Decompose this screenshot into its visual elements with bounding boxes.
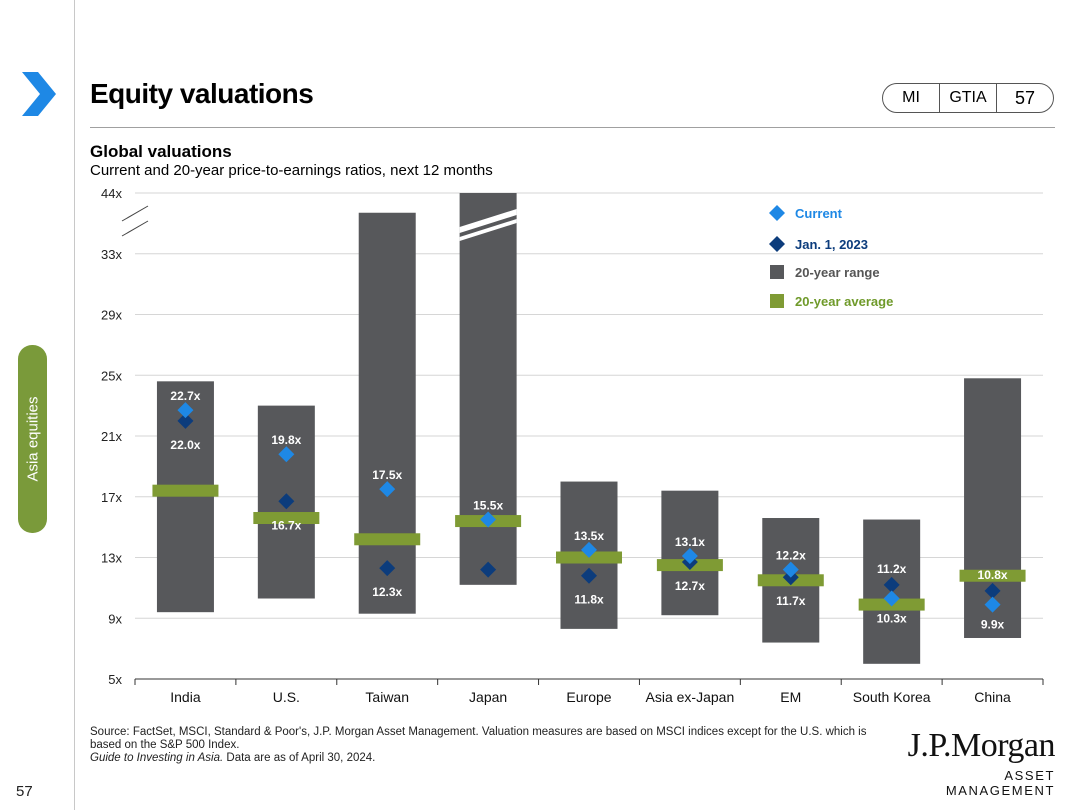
current-value-label: 9.9x [981,618,1005,632]
y-tick-label: 9x [108,611,122,626]
jan-2023-value-label: 12.3x [372,585,402,599]
y-tick-label: 33x [101,247,122,262]
title-divider [90,127,1055,128]
current-point [278,446,295,463]
jan-2023-value-label: 12.7x [675,579,705,593]
current-value-label: 13.5x [574,529,604,543]
current-point [984,596,1001,613]
range-bar [358,212,416,614]
legend-swatch [770,294,784,308]
jan-2023-value-label: 22.0x [170,438,200,452]
legend-swatch [770,265,784,279]
current-value-label: 12.2x [776,549,806,563]
y-tick-label: 44x [101,186,122,201]
page-title: Equity valuations [90,78,314,109]
jan-2023-point [278,493,295,510]
jan-2023-value-label: 11.2x [877,562,907,576]
bar-break-mark [459,219,517,241]
legend-label: 20-year average [795,294,893,309]
axis-break-mark [121,220,149,237]
y-tick-label: 17x [101,490,122,505]
jan-2023-point [984,582,1001,599]
current-value-label: 22.7x [170,389,200,403]
x-tick-label: Taiwan [365,689,409,705]
y-tick-label: 29x [101,308,122,323]
average-marker [354,533,421,546]
chart-subtitle: Current and 20-year price-to-earnings ra… [90,162,493,179]
tag-mi[interactable]: MI [902,89,920,106]
y-tick-label: 25x [101,368,122,383]
chart-title: Global valuations [90,142,232,161]
page-tag-pill: MI GTIA 57 [882,83,1054,113]
logo-wordmark: J.P.Morgan [907,727,1056,764]
x-tick-label: India [170,689,201,705]
bar-break-mark [459,209,517,233]
legend-label: Current [795,206,843,221]
x-tick-label: South Korea [853,689,931,705]
y-tick-label: 5x [108,672,122,687]
x-tick-label: Europe [566,689,611,705]
footnote: Source: FactSet, MSCI, Standard & Poor's… [90,726,890,765]
current-point [883,590,900,607]
jan-2023-point [883,576,900,593]
x-tick-label: Asia ex-Japan [646,689,735,705]
tag-gtia[interactable]: GTIA [939,84,996,112]
average-marker [253,512,320,525]
current-point [782,561,799,578]
x-tick-label: China [974,689,1011,705]
current-value-label: 15.5x [473,499,503,513]
tag-page: 57 [996,84,1053,112]
current-value-label: 13.1x [675,535,705,549]
brand-chevron-icon [22,72,56,116]
jan-2023-value-label: 12.2x [473,587,503,601]
jan-2023-value-label: 10.8x [978,568,1008,582]
average-marker [959,569,1026,582]
legend-label: Jan. 1, 2023 [795,237,868,252]
legend-swatch [769,205,785,221]
current-point [379,481,396,498]
logo-subtitle: ASSET MANAGEMENT [945,768,1055,798]
jan-2023-point [581,567,597,584]
date-note: Guide to Investing in Asia. Data are as … [90,752,890,765]
jpmorgan-logo: J.P.Morgan ASSET MANAGEMENT [905,727,1056,799]
page-number: 57 [16,783,33,800]
source-note: Source: FactSet, MSCI, Standard & Poor's… [90,726,867,751]
x-tick-label: U.S. [273,689,300,705]
x-tick-label: EM [780,689,801,705]
jan-2023-point [480,561,497,578]
current-value-label: 19.8x [271,433,301,447]
legend-swatch [769,236,785,252]
current-point [581,541,597,558]
jan-2023-point [379,560,396,577]
as-of-date: Data are as of April 30, 2024. [226,752,376,764]
current-point [681,547,698,564]
y-tick-label: 13x [101,551,122,566]
y-tick-label: 21x [101,429,122,444]
current-point [480,511,497,528]
jan-2023-value-label: 11.8x [574,593,604,607]
current-value-label: 10.3x [877,612,907,626]
jan-2023-value-label: 16.7x [271,518,301,532]
jan-2023-value-label: 11.7x [776,594,806,608]
axis-break-mark [121,205,149,222]
legend-label: 20-year range [795,265,880,280]
current-point [177,402,194,419]
jan-2023-point [177,412,194,429]
left-divider [74,0,75,810]
average-marker [152,484,219,497]
x-tick-label: Japan [469,689,507,705]
section-tab[interactable]: Asia equities [18,345,47,533]
current-value-label: 17.5x [372,468,402,482]
guide-title: Guide to Investing in Asia. [90,752,224,764]
